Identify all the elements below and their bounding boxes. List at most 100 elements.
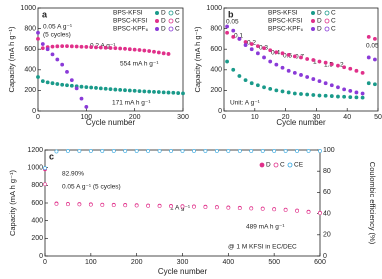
data-point — [79, 44, 84, 49]
legend-label: C — [175, 18, 180, 25]
data-point — [348, 66, 353, 71]
data-point — [169, 204, 173, 209]
legend-marker — [168, 26, 174, 32]
legend-marker — [155, 27, 159, 31]
data-point — [132, 88, 137, 93]
data-point — [77, 149, 82, 153]
legend-label: C — [280, 162, 285, 169]
data-point — [274, 62, 279, 67]
data-point — [305, 75, 310, 79]
data-point — [161, 90, 166, 95]
data-point — [203, 149, 208, 153]
data-point — [157, 204, 162, 208]
data-point — [354, 90, 359, 95]
data-point — [66, 149, 70, 153]
data-point — [142, 89, 147, 94]
data-point — [66, 202, 70, 207]
data-point — [118, 46, 123, 51]
legend-label: D — [317, 18, 322, 25]
data-point — [280, 89, 285, 94]
data-point — [299, 92, 303, 96]
legend-marker — [311, 19, 315, 23]
annotation: 0.05 A g⁻¹ — [43, 24, 73, 31]
data-point — [342, 87, 347, 92]
x-tick-label: 30 — [313, 114, 321, 121]
data-point — [323, 81, 328, 86]
data-point — [336, 94, 340, 99]
data-point — [292, 70, 297, 75]
legend-marker — [168, 10, 174, 16]
data-point — [305, 57, 310, 61]
data-point — [348, 89, 353, 93]
data-point — [354, 95, 359, 100]
data-point — [317, 59, 322, 64]
legend-label: BPS-KFSI — [268, 10, 298, 17]
data-point — [103, 45, 108, 50]
x-tick-label: 0 — [36, 114, 40, 121]
data-point — [40, 42, 45, 46]
data-point — [317, 79, 322, 84]
data-point — [132, 47, 137, 52]
legend-label: D — [317, 10, 322, 17]
data-point — [311, 77, 316, 81]
data-point — [161, 51, 166, 56]
data-point — [65, 44, 69, 49]
panel-label: c — [49, 151, 54, 161]
data-point — [323, 60, 328, 65]
data-point — [156, 50, 161, 55]
data-point — [169, 149, 173, 153]
data-point — [36, 75, 40, 79]
annotation: 1 A g⁻¹ — [170, 205, 191, 212]
data-point — [88, 202, 93, 207]
data-point — [166, 90, 171, 95]
data-point — [323, 93, 328, 98]
data-point — [231, 34, 236, 39]
y-tick-label: 600 — [31, 200, 43, 207]
y-axis-label: Capacity (mA h g⁻¹) — [7, 26, 16, 93]
annotation: 1 — [313, 59, 317, 66]
legend-marker — [311, 27, 315, 31]
data-point — [354, 68, 359, 73]
data-point — [45, 47, 50, 52]
y-tick-label: 200 — [24, 87, 36, 94]
data-point — [311, 93, 316, 97]
x-tick-label: 200 — [129, 114, 141, 121]
legend-label: BPSC-KPF₆ — [268, 26, 304, 33]
data-point — [192, 149, 196, 153]
data-point — [360, 70, 365, 75]
data-point — [69, 83, 74, 88]
data-point — [243, 43, 248, 47]
legend-label: C — [175, 26, 180, 33]
data-point — [373, 82, 377, 87]
data-point — [311, 58, 316, 62]
legend-marker — [324, 26, 330, 32]
y2-tick-label: 20 — [323, 232, 331, 239]
data-point — [43, 166, 47, 171]
data-point — [180, 204, 185, 209]
x-axis-label: Cycle number — [158, 267, 208, 276]
data-point — [249, 42, 254, 46]
legend-label: BPS-KFSI — [113, 10, 143, 17]
data-point — [237, 206, 242, 211]
annotation: 82.90% — [62, 171, 84, 178]
data-point — [360, 91, 365, 96]
panel-label: b — [228, 9, 234, 19]
data-point — [171, 90, 176, 95]
data-point — [40, 79, 45, 84]
annotation: 489 mA h g⁻¹ — [246, 224, 285, 231]
data-point — [231, 67, 236, 72]
annotation: 554 mA h g⁻¹ — [120, 61, 159, 68]
data-point — [181, 91, 185, 96]
data-point — [111, 149, 116, 153]
data-point — [100, 203, 105, 207]
data-point — [166, 52, 171, 56]
legend-label: C — [331, 26, 336, 33]
y2-tick-label: 100 — [323, 147, 335, 154]
data-point — [299, 55, 303, 60]
data-point — [98, 45, 103, 50]
plot-frame — [44, 149, 321, 257]
legend-marker — [324, 10, 330, 16]
y-tick-label: 1000 — [20, 5, 36, 12]
data-point — [255, 44, 260, 49]
data-point — [286, 68, 291, 73]
